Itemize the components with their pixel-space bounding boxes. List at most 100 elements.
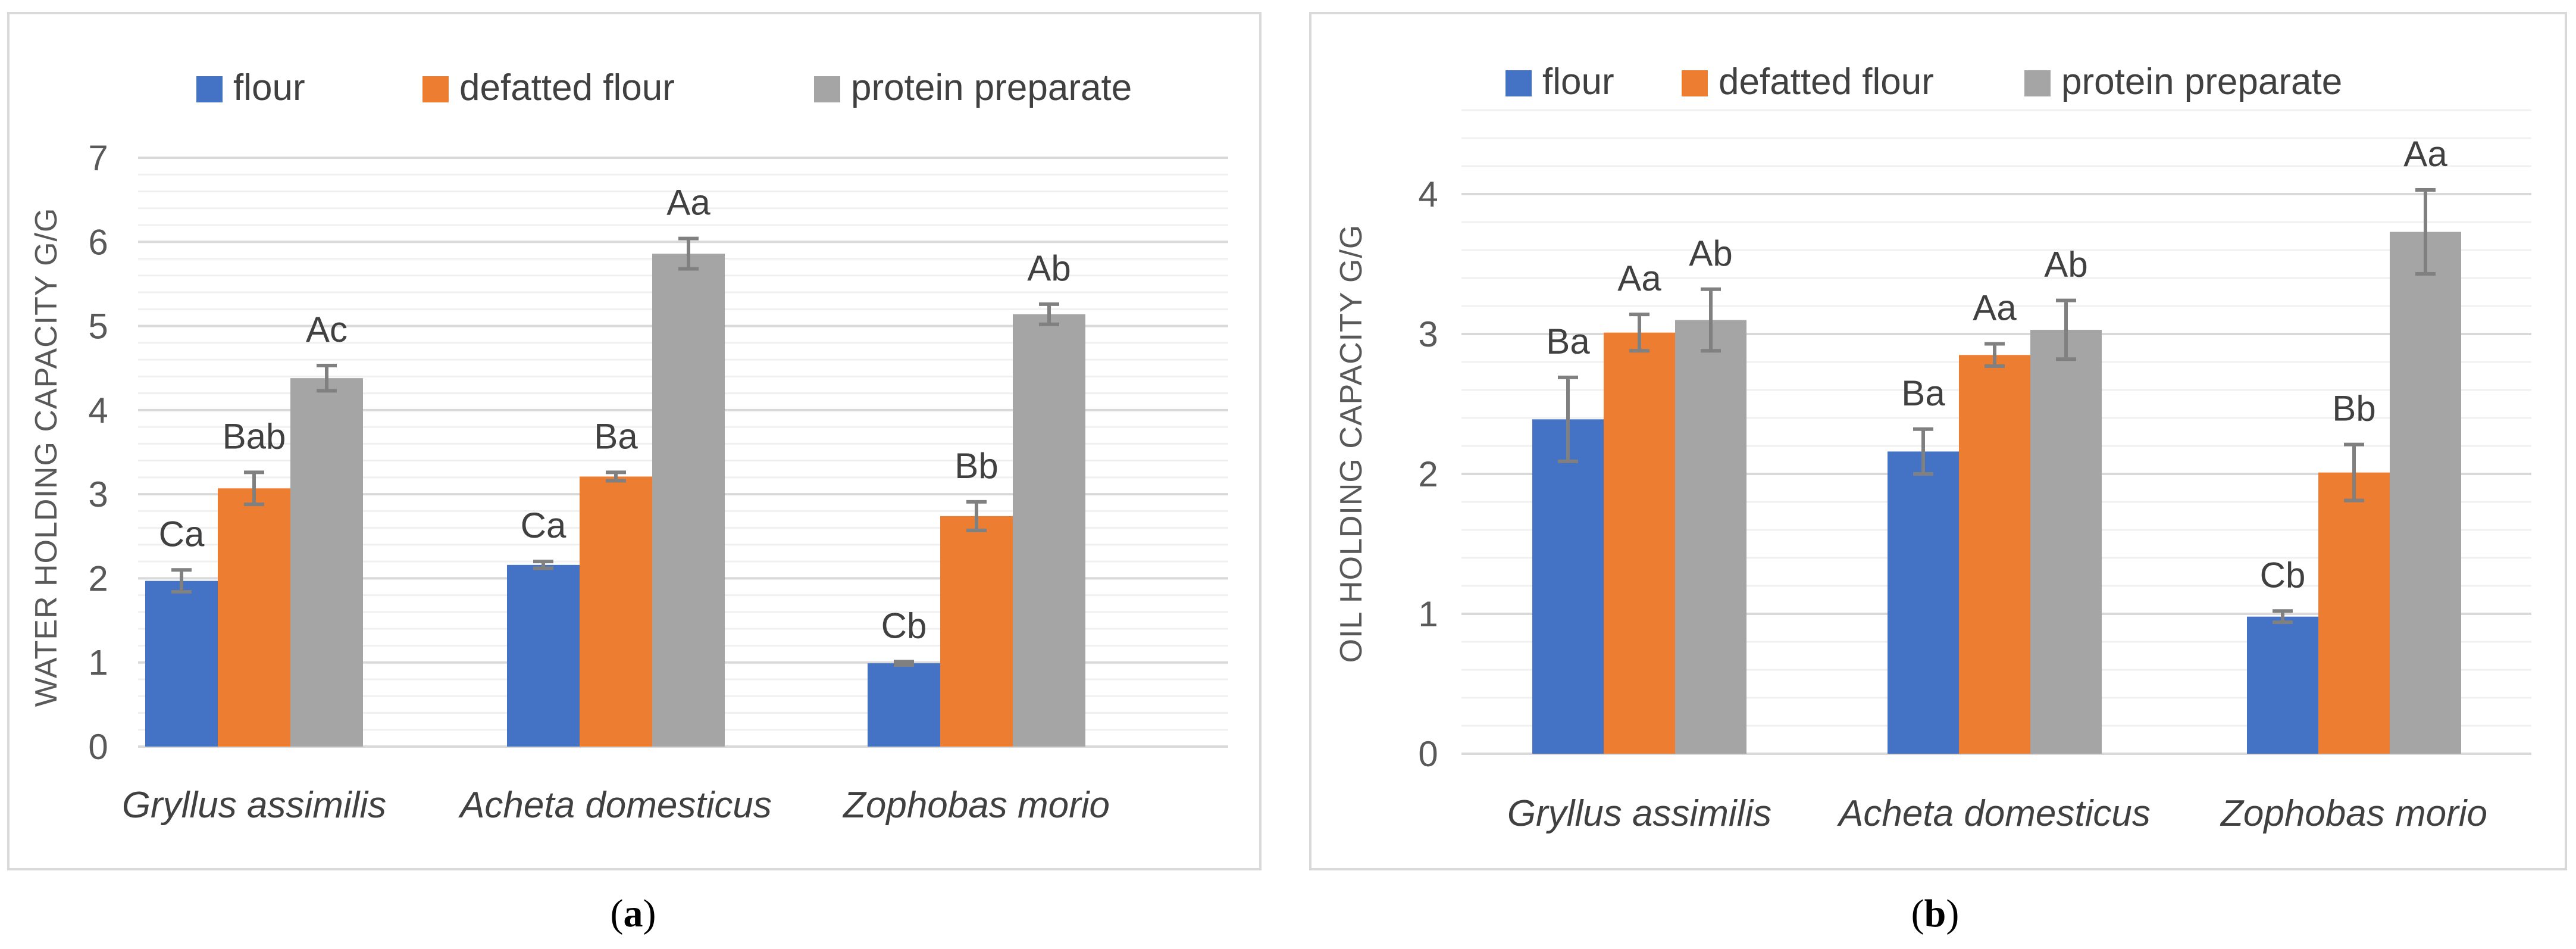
panel-b-zophobas-morio-protein-preparate-bar bbox=[2390, 232, 2461, 754]
panel-a-zophobas-morio-defatted-flour-data-label: Bb bbox=[954, 446, 998, 486]
panel-a-legend-item-defatted-flour: defatted flour bbox=[422, 67, 675, 108]
panel-a-gryllus-assimilis-defatted-flour-error-bar bbox=[244, 470, 264, 507]
panel-a-acheta-domesticus-protein-preparate-data-label: Aa bbox=[666, 183, 710, 223]
panel-a-category-label-zophobas-morio: Zophobas morio bbox=[842, 785, 1110, 826]
panel-b-zophobas-morio-defatted-flour-bar bbox=[2318, 472, 2390, 754]
panel-a-error-bars bbox=[171, 236, 1059, 667]
panel-a-legend-label-protein-preparate: protein preparate bbox=[851, 67, 1132, 108]
panel-b-category-label-acheta-domesticus: Acheta domesticus bbox=[1836, 793, 2151, 834]
panel-a-legend-label-defatted-flour: defatted flour bbox=[459, 67, 675, 108]
panel-b-zophobas-morio-flour-error-bar bbox=[2273, 609, 2293, 625]
panel-b-y-tick-4: 4 bbox=[1418, 174, 1438, 214]
panel-a-y-tick-7: 7 bbox=[88, 138, 108, 178]
panel-b-gryllus-assimilis-flour-bar bbox=[1532, 419, 1604, 754]
panel-a-acheta-domesticus-defatted-flour-bar bbox=[580, 476, 652, 747]
panel-a-bars bbox=[145, 254, 1085, 747]
panel-b-legend-label-defatted-flour: defatted flour bbox=[1719, 61, 1934, 102]
panel-b-y-tick-1: 1 bbox=[1418, 594, 1438, 634]
panel-a-caption-letter: a bbox=[624, 892, 643, 935]
panel-b-gryllus-assimilis-protein-preparate-data-label: Ab bbox=[1689, 233, 1732, 273]
panel-a-gryllus-assimilis-protein-preparate-bar bbox=[290, 378, 363, 747]
panel-b-gryllus-assimilis-flour-data-label: Ba bbox=[1546, 321, 1590, 361]
panel-a-gryllus-assimilis-flour-bar bbox=[145, 580, 218, 747]
panel-b-legend: flour defatted flour protein preparate bbox=[1505, 61, 2342, 102]
panel-a-gryllus-assimilis-defatted-flour-bar bbox=[218, 488, 290, 747]
panel-a-category-label-gryllus-assimilis: Gryllus assimilis bbox=[122, 785, 386, 826]
panel-a-y-axis-title: WATER HOLDING CAPACITY G/G bbox=[29, 208, 64, 707]
panel-b-data-labels: Ba Aa Ab Ba Aa Ab Cb Bb Aa bbox=[1546, 134, 2447, 595]
panel-a-category-label-acheta-domesticus: Acheta domesticus bbox=[458, 785, 772, 826]
panel-b-acheta-domesticus-flour-data-label: Ba bbox=[1901, 373, 1945, 413]
panel-a-gryllus-assimilis-protein-preparate-data-label: Ac bbox=[306, 310, 348, 349]
panel-b-legend-swatch-flour bbox=[1505, 70, 1532, 96]
panel-a-zophobas-morio-flour-error-bar bbox=[894, 660, 914, 667]
panel-a-y-tick-0: 0 bbox=[88, 727, 108, 767]
panel-b-acheta-domesticus-flour-bar bbox=[1888, 451, 1959, 754]
panel-a-acheta-domesticus-defatted-flour-error-bar bbox=[606, 470, 626, 483]
panel-b-legend-swatch-defatted-flour bbox=[1682, 70, 1708, 96]
panel-a: 0 1 2 3 4 5 6 7 Ca Bab Ac Ca Ba Aa Cb Bb Ab Gryllus ass… bbox=[7, 12, 1262, 870]
panel-b-zophobas-morio-flour-data-label: Cb bbox=[2260, 555, 2306, 595]
panel-b-bars bbox=[1532, 232, 2461, 754]
panel-b-zophobas-morio-flour-bar bbox=[2247, 616, 2318, 754]
panel-a-data-labels: Ca Bab Ac Ca Ba Aa Cb Bb Ab bbox=[159, 183, 1071, 646]
panel-b-zophobas-morio-defatted-flour-data-label: Bb bbox=[2332, 389, 2375, 429]
panel-b-zophobas-morio-defatted-flour-error-bar bbox=[2344, 442, 2364, 502]
panel-b-acheta-domesticus-defatted-flour-data-label: Aa bbox=[1973, 288, 2017, 327]
panel-b-legend-item-defatted-flour: defatted flour bbox=[1682, 61, 1934, 102]
panel-b-category-label-gryllus-assimilis: Gryllus assimilis bbox=[1507, 793, 1771, 834]
panel-a-legend-item-protein-preparate: protein preparate bbox=[814, 67, 1132, 108]
panel-b-y-tick-3: 3 bbox=[1418, 314, 1438, 354]
panel-b-gryllus-assimilis-defatted-flour-bar bbox=[1604, 332, 1675, 754]
panel-a-gryllus-assimilis-defatted-flour-data-label: Bab bbox=[223, 416, 286, 456]
panel-b-gryllus-assimilis-protein-preparate-error-bar bbox=[1701, 287, 1721, 353]
panel-a-y-tick-1: 1 bbox=[88, 643, 108, 683]
panel-a-y-tick-5: 5 bbox=[88, 307, 108, 346]
panel-b-legend-label-protein-preparate: protein preparate bbox=[2061, 61, 2342, 102]
panel-b-acheta-domesticus-defatted-flour-error-bar bbox=[1985, 342, 2005, 369]
panel-a-acheta-domesticus-flour-bar bbox=[507, 564, 580, 747]
panel-b-legend-item-protein-preparate: protein preparate bbox=[2024, 61, 2342, 102]
panel-a-acheta-domesticus-defatted-flour-data-label: Ba bbox=[594, 416, 638, 456]
panel-b: 0 1 2 3 4 Ba Aa Ab Ba Aa Ab Cb Bb Aa Gryllus assimil… bbox=[1309, 12, 2567, 870]
panel-a-zophobas-morio-flour-data-label: Cb bbox=[881, 605, 927, 645]
panel-a-legend-label-flour: flour bbox=[233, 67, 305, 108]
panel-b-gryllus-assimilis-protein-preparate-bar bbox=[1675, 320, 1746, 754]
panel-b-error-bars bbox=[1558, 188, 2436, 625]
panel-b-acheta-domesticus-protein-preparate-data-label: Ab bbox=[2044, 245, 2087, 285]
panel-a-gryllus-assimilis-flour-data-label: Ca bbox=[159, 514, 205, 554]
panel-b-legend-item-flour: flour bbox=[1505, 61, 1614, 102]
panel-b-legend-label-flour: flour bbox=[1542, 61, 1614, 102]
panel-a-zophobas-morio-defatted-flour-error-bar bbox=[966, 500, 987, 532]
panel-b-category-labels: Gryllus assimilis Acheta domesticus Zophob… bbox=[1507, 793, 2487, 834]
panel-b-zophobas-morio-protein-preparate-error-bar bbox=[2415, 188, 2436, 276]
panel-a-legend: flour defatted flour protein preparate bbox=[196, 67, 1132, 108]
panel-a-legend-swatch-protein-preparate bbox=[814, 76, 840, 102]
panel-a-legend-swatch-flour bbox=[196, 76, 223, 102]
panel-b-gryllus-assimilis-defatted-flour-data-label: Aa bbox=[1617, 258, 1661, 298]
panel-b-acheta-domesticus-protein-preparate-error-bar bbox=[2056, 298, 2076, 361]
panel-a-y-tick-4: 4 bbox=[88, 391, 108, 430]
panel-a-y-tick-6: 6 bbox=[88, 222, 108, 262]
panel-a-y-tick-3: 3 bbox=[88, 474, 108, 514]
panel-b-category-label-zophobas-morio: Zophobas morio bbox=[2220, 793, 2487, 834]
panel-a-legend-swatch-defatted-flour bbox=[422, 76, 449, 102]
panel-a-gryllus-assimilis-protein-preparate-error-bar bbox=[317, 363, 337, 393]
panel-a-acheta-domesticus-flour-error-bar bbox=[533, 560, 553, 570]
panel-b-zophobas-morio-protein-preparate-data-label: Aa bbox=[2403, 134, 2447, 174]
panel-a-zophobas-morio-defatted-flour-bar bbox=[940, 516, 1013, 747]
panel-a-caption: (a) bbox=[611, 892, 656, 935]
panel-b-y-tick-labels: 0 1 2 3 4 bbox=[1418, 174, 1438, 774]
panel-b-y-axis-title: OIL HOLDING CAPACITY G/G bbox=[1334, 224, 1369, 663]
panel-b-gryllus-assimilis-defatted-flour-error-bar bbox=[1629, 313, 1649, 353]
panel-b-caption-letter: b bbox=[1924, 892, 1946, 935]
panel-a-y-tick-2: 2 bbox=[88, 558, 108, 598]
panel-b-acheta-domesticus-protein-preparate-bar bbox=[2030, 329, 2102, 754]
panel-a-acheta-domesticus-protein-preparate-error-bar bbox=[678, 236, 699, 271]
panel-a-y-tick-labels: 0 1 2 3 4 5 6 7 bbox=[88, 138, 108, 767]
panel-b-y-tick-0: 0 bbox=[1418, 734, 1438, 774]
panel-a-legend-item-flour: flour bbox=[196, 67, 305, 108]
panel-b-acheta-domesticus-flour-error-bar bbox=[1913, 427, 1933, 476]
panel-a-acheta-domesticus-protein-preparate-bar bbox=[652, 254, 725, 747]
